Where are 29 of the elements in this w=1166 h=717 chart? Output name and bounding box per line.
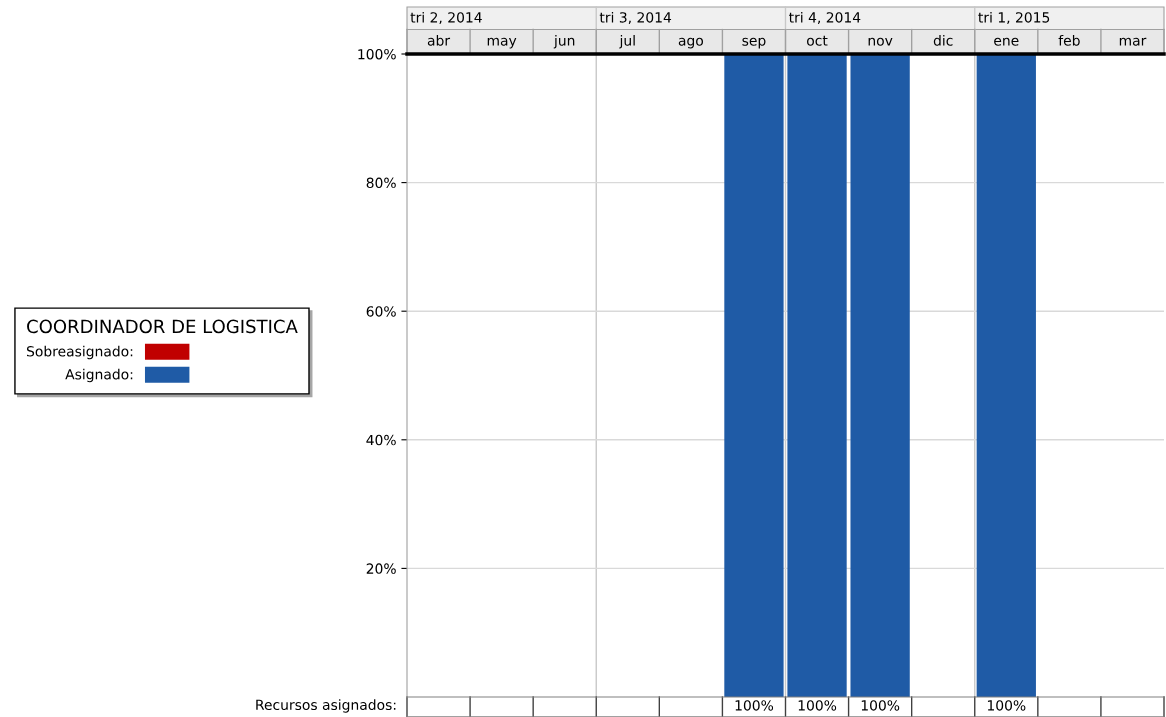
- data-label: 100%: [735, 700, 774, 711]
- x-tick-label: ago: [678, 37, 704, 49]
- x-tick-label: may: [487, 37, 517, 49]
- x-tick-label: abr: [427, 35, 451, 46]
- x-tick-label: ene: [994, 37, 1019, 46]
- y-tick-label: 100%: [358, 48, 396, 60]
- legend-title: COORDINADOR DE LOGISTICA: [27, 319, 298, 334]
- x-tick-label: jul: [619, 35, 635, 49]
- x-tick-label: feb: [1058, 35, 1080, 46]
- x-tick-label: sep: [742, 37, 766, 49]
- x-tick-label: jun: [553, 35, 575, 49]
- text: Recursos asignados:: [256, 699, 396, 713]
- text: tri 2, 2014: [410, 11, 482, 25]
- text: tri 4, 2014: [789, 11, 861, 25]
- data-label: 100%: [861, 700, 900, 711]
- x-tick-label: dic: [933, 35, 953, 46]
- legend-label: Asignado:: [65, 368, 133, 383]
- text: tri 3, 2014: [599, 11, 672, 25]
- text: tri 1, 2015: [978, 11, 1050, 25]
- legend-label: Sobreasignado:: [26, 345, 133, 360]
- data-label: 100%: [987, 700, 1026, 711]
- y-tick-label: 20%: [366, 563, 396, 574]
- x-tick-label: oct: [807, 35, 828, 46]
- data-label: 100%: [798, 700, 837, 711]
- x-tick-label: mar: [1119, 37, 1147, 46]
- y-tick-label: 80%: [366, 177, 396, 189]
- y-tick-label: 60%: [366, 306, 396, 317]
- y-tick-label: 40%: [366, 434, 396, 446]
- x-tick-label: nov: [868, 37, 893, 46]
